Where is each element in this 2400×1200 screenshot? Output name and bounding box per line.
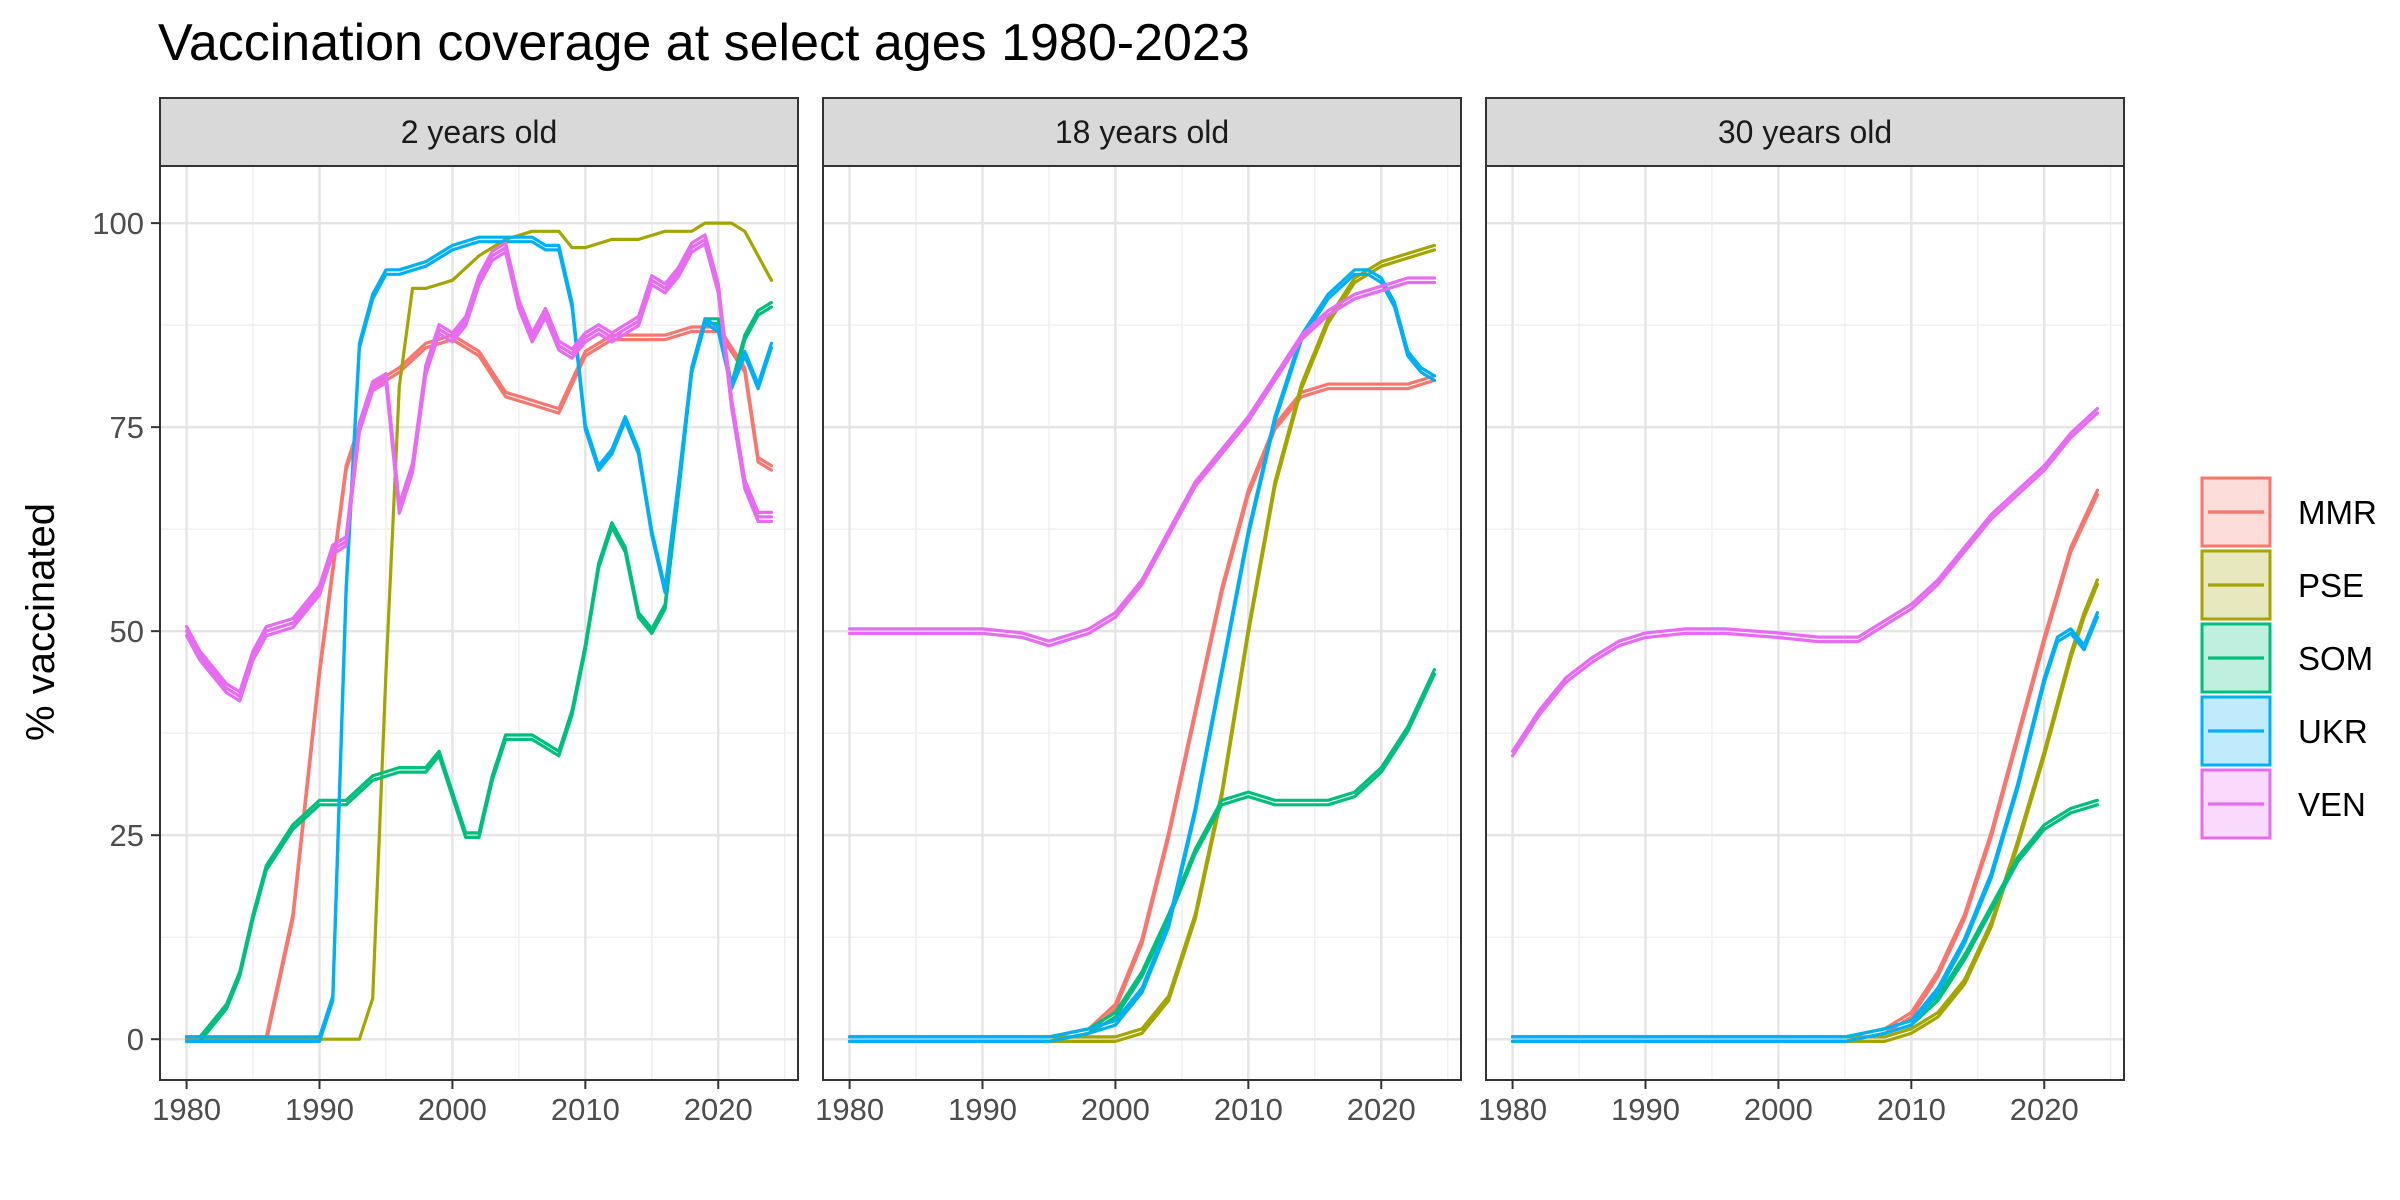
series-line-pse	[185, 221, 773, 1041]
series-line-ven	[848, 280, 1436, 648]
y-tick-label: 0	[127, 1022, 144, 1057]
x-tick-label: 2000	[418, 1092, 487, 1127]
facet-strip-label: 2 years old	[401, 114, 558, 150]
legend-item-som: SOM	[2200, 622, 2373, 694]
facet-strip	[1485, 97, 2125, 167]
panel-border	[1485, 165, 2125, 1081]
plot-background	[1486, 166, 2124, 1080]
legend-item-pse: PSE	[2200, 549, 2364, 621]
legend-item-ven: VEN	[2200, 768, 2366, 840]
facet-strip	[159, 97, 799, 167]
panel-2: 18 years old 1980 1990 2000 2010 2020	[815, 97, 1462, 1127]
series-line-ven	[1511, 407, 2099, 753]
x-tick-label: 2020	[684, 1092, 753, 1127]
panel-border	[159, 165, 799, 1081]
x-tick-label: 2020	[2010, 1092, 2079, 1127]
series-line-ven	[185, 233, 773, 694]
x-tick-label: 1980	[152, 1092, 221, 1127]
y-axis-title: % vaccinated	[19, 503, 63, 741]
plot-background	[160, 166, 798, 1080]
x-tick-label: 2000	[1081, 1092, 1150, 1127]
x-tick-label: 1990	[285, 1092, 354, 1127]
x-tick-label: 2010	[1214, 1092, 1283, 1127]
x-tick-label: 2010	[551, 1092, 620, 1127]
series-line-ukr	[1511, 615, 2099, 1043]
legend-item-mmr: MMR	[2200, 476, 2377, 548]
x-tick-label: 1990	[948, 1092, 1017, 1127]
legend: MMR PSE SOM UKR VEN	[2200, 476, 2377, 840]
x-tick-label: 1980	[815, 1092, 884, 1127]
y-tick-label: 75	[110, 410, 144, 445]
y-tick-label: 50	[110, 614, 144, 649]
y-tick-label: 100	[92, 206, 144, 241]
panel-3: 30 years old 1980 1990 2000 2010 2020	[1478, 97, 2125, 1127]
legend-label: PSE	[2298, 567, 2364, 604]
legend-label: SOM	[2298, 640, 2373, 677]
facet-strip	[822, 97, 1462, 167]
x-tick-label: 2000	[1744, 1092, 1813, 1127]
plot-background	[823, 166, 1461, 1080]
legend-label: MMR	[2298, 494, 2377, 531]
series-line-ven	[185, 242, 773, 703]
panel-border	[822, 165, 1462, 1081]
x-tick-label: 1990	[1611, 1092, 1680, 1127]
x-tick-label: 1980	[1478, 1092, 1547, 1127]
x-tick-label: 2020	[1347, 1092, 1416, 1127]
series-line-ukr	[848, 272, 1436, 1043]
series-line-ven	[185, 237, 773, 698]
series-lines	[848, 243, 1436, 1043]
legend-label: UKR	[2298, 713, 2368, 750]
y-tick-label: 25	[110, 818, 144, 853]
series-lines	[1511, 407, 2099, 1043]
facet-panels: 2 years old 1980 1990 2000 2010 2020 0 25 50 75 10…	[92, 97, 2125, 1127]
legend-label: VEN	[2298, 786, 2366, 823]
legend-item-ukr: UKR	[2200, 695, 2368, 767]
series-line-ven	[848, 276, 1436, 643]
panel-1: 2 years old 1980 1990 2000 2010 2020 0 25 50 75 10…	[92, 97, 799, 1127]
series-line-ven	[1511, 411, 2099, 758]
series-line-ukr	[185, 240, 773, 1043]
chart-title: Vaccination coverage at select ages 1980…	[158, 14, 1250, 72]
facet-strip-label: 30 years old	[1718, 114, 1892, 150]
facet-strip-label: 18 years old	[1055, 114, 1229, 150]
series-lines	[185, 221, 773, 1043]
x-tick-label: 2010	[1877, 1092, 1946, 1127]
series-line-ukr	[1511, 611, 2099, 1039]
